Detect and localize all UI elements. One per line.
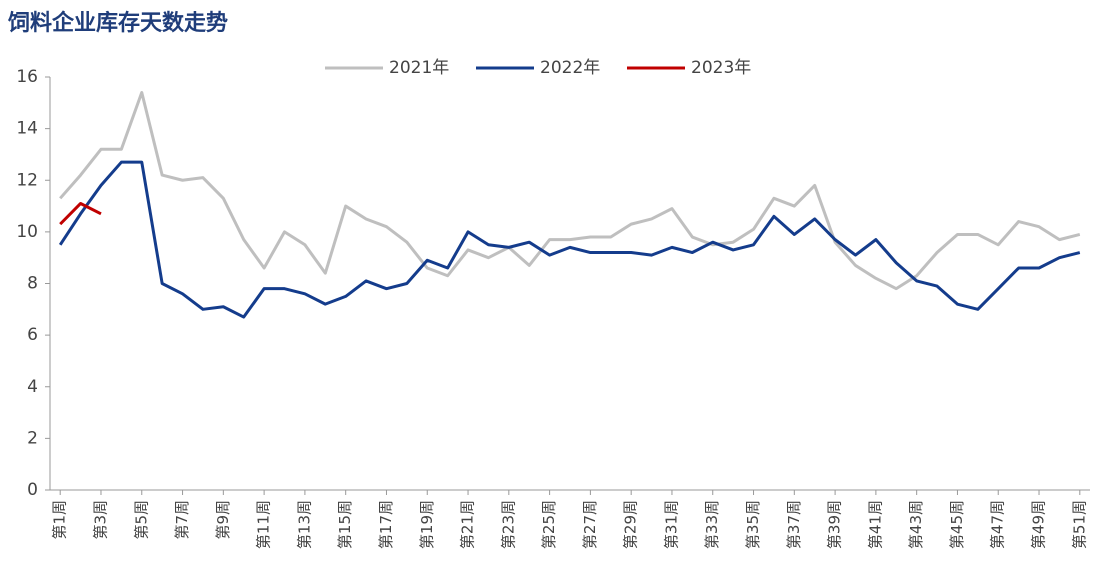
legend-label: 2022年 (540, 58, 600, 78)
series-line (59, 201, 102, 226)
x-tick-label: 第7周 (173, 500, 191, 540)
chart-title: 饲料企业库存天数走势 (7, 10, 228, 36)
y-tick-label: 14 (16, 119, 38, 139)
y-tick-label: 16 (16, 67, 38, 87)
x-tick-label: 第21周 (459, 500, 477, 549)
y-tick-label: 12 (16, 170, 38, 190)
x-tick-label: 第27周 (581, 500, 599, 549)
legend-label: 2021年 (389, 58, 449, 78)
x-tick-label: 第29周 (622, 500, 640, 549)
x-tick-label: 第49周 (1030, 500, 1048, 549)
series-line (59, 90, 1081, 291)
x-tick-label: 第11周 (255, 500, 273, 549)
x-tick-label: 第41周 (866, 500, 884, 549)
y-tick-label: 4 (27, 377, 38, 397)
x-tick-label: 第5周 (132, 500, 150, 540)
x-tick-label: 第23周 (499, 500, 517, 549)
x-tick-label: 第1周 (51, 500, 69, 540)
series-line (58, 160, 1081, 319)
x-tick-label: 第37周 (785, 500, 803, 549)
x-tick-label: 第31周 (662, 500, 680, 549)
y-tick-label: 2 (27, 428, 38, 448)
x-tick-label: 第33周 (703, 500, 721, 549)
x-tick-label: 第13周 (295, 500, 313, 549)
x-tick-label: 第39周 (826, 500, 844, 549)
y-tick-label: 10 (16, 222, 38, 242)
y-tick-label: 6 (27, 325, 38, 345)
y-tick-label: 8 (27, 274, 38, 294)
y-tick-label: 0 (27, 480, 38, 500)
x-tick-label: 第17周 (377, 500, 395, 549)
legend-label: 2023年 (691, 58, 751, 78)
x-tick-label: 第19周 (418, 500, 436, 549)
x-tick-label: 第25周 (540, 500, 558, 549)
x-tick-label: 第15周 (336, 500, 354, 549)
x-tick-label: 第51周 (1070, 500, 1088, 549)
x-tick-label: 第45周 (948, 500, 966, 549)
x-tick-label: 第3周 (91, 500, 109, 540)
x-tick-label: 第47周 (989, 500, 1007, 549)
x-tick-label: 第35周 (744, 500, 762, 549)
x-tick-label: 第9周 (214, 500, 232, 540)
x-tick-label: 第43周 (907, 500, 925, 549)
